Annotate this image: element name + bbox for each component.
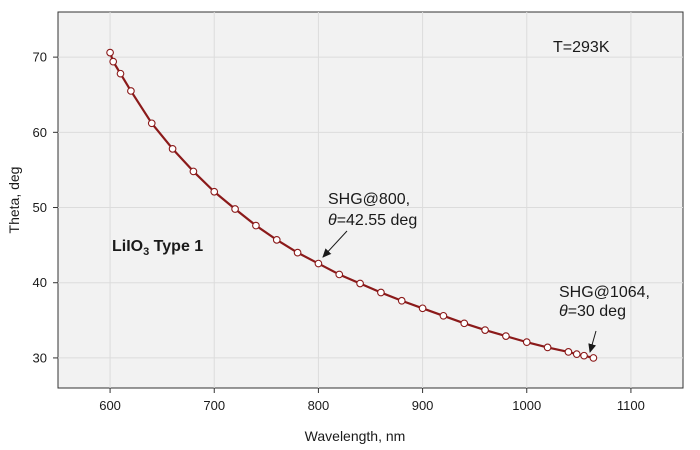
y-axis-label: Theta, deg — [6, 167, 22, 234]
shg1064-arrow — [588, 330, 597, 353]
x-axis-label: Wavelength, nm — [305, 428, 406, 444]
y-tick-label: 50 — [33, 200, 47, 215]
data-point — [210, 187, 219, 196]
shg1064-label-line1: SHG@1064, — [559, 284, 650, 301]
data-point — [231, 205, 239, 213]
plot-area — [57, 11, 684, 389]
x-tick-label: 900 — [412, 398, 434, 413]
data-point — [314, 259, 323, 268]
data-point — [589, 354, 598, 362]
data-point — [189, 167, 198, 176]
series — [106, 48, 598, 362]
data-point — [377, 288, 385, 297]
crystal-name: LiIO — [112, 238, 143, 255]
data-point — [439, 311, 448, 320]
data-point — [481, 326, 489, 334]
x-tick-label: 800 — [308, 398, 330, 413]
grid — [58, 12, 683, 388]
data-point — [356, 279, 364, 288]
shg1064-value: =30 deg — [568, 303, 626, 320]
data-point — [252, 221, 260, 230]
y-tick-label: 60 — [33, 125, 47, 140]
shg800-arrow — [322, 230, 348, 258]
data-point — [127, 87, 135, 95]
shg800-label-line1: SHG@800, — [328, 191, 410, 208]
y-tick-label: 40 — [33, 275, 47, 290]
data-point — [580, 351, 588, 360]
series-line — [109, 52, 594, 359]
x-tick-label: 600 — [99, 398, 121, 413]
shg1064-label-line2: θ=30 deg — [559, 303, 626, 320]
x-tick-label: 1000 — [512, 398, 541, 413]
data-point — [564, 348, 573, 356]
data-point — [109, 57, 118, 66]
data-point — [147, 119, 156, 128]
crystal-type: Type 1 — [149, 238, 203, 255]
data-point — [293, 248, 302, 257]
x-tick-label: 1100 — [617, 398, 645, 413]
data-point — [460, 319, 469, 328]
data-point — [418, 304, 427, 313]
data-point — [272, 236, 281, 244]
y-tick-label: 30 — [33, 350, 47, 365]
temperature-label: T=293K — [553, 39, 610, 56]
shg1064-theta: θ — [559, 303, 568, 320]
y-tick-label: 70 — [33, 50, 47, 65]
ticks: 600 700 800 900 1000 1100 30 40 50 60 70 — [33, 50, 645, 413]
shg800-value: =42.55 deg — [337, 212, 418, 229]
data-point — [522, 338, 531, 346]
data-point — [335, 270, 344, 279]
data-point — [502, 332, 510, 340]
shg800-label-line2: θ=42.55 deg — [328, 212, 417, 229]
data-point — [543, 343, 552, 352]
crystal-subscript: 3 — [143, 246, 149, 258]
data-point — [168, 145, 177, 153]
data-point — [106, 48, 114, 57]
shg800-theta: θ — [328, 212, 337, 229]
x-tick-label: 700 — [203, 398, 225, 413]
crystal-label: LiIO3 Type 1 — [112, 238, 203, 258]
data-point — [116, 69, 125, 78]
data-point — [397, 296, 406, 305]
data-point — [572, 350, 581, 359]
